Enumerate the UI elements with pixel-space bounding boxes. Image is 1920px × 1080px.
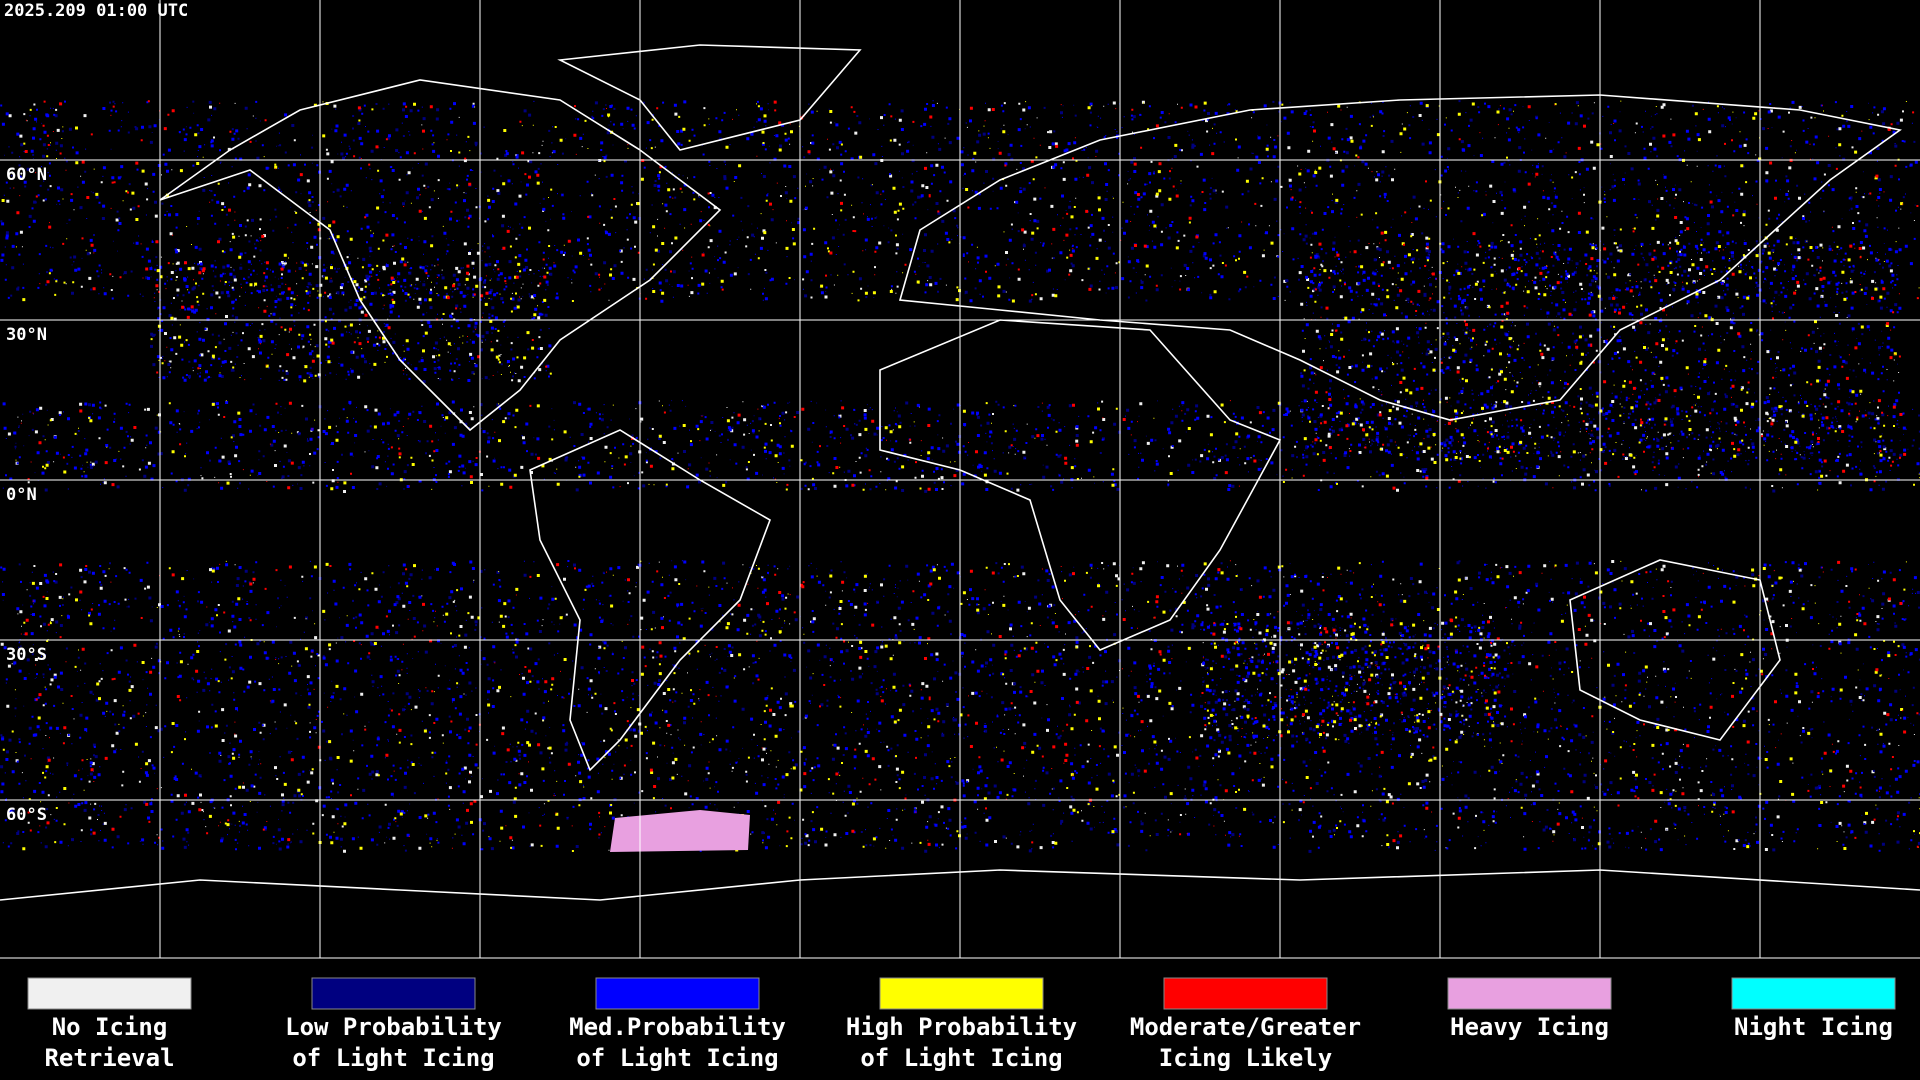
latitude-label: 30°S — [6, 645, 47, 665]
legend-swatch — [27, 977, 192, 1010]
legend-label: Moderate/Greater — [1130, 1013, 1361, 1041]
legend-swatch — [311, 977, 476, 1010]
legend-swatch — [1163, 977, 1328, 1010]
legend-label: Night Icing — [1734, 1013, 1893, 1041]
legend: No Icing Retrieval Low Probability of Light… — [27, 977, 1896, 1072]
legend-label: Med.Probability — [569, 1013, 786, 1041]
north-america — [159, 79, 722, 432]
latitude-label: 60°N — [6, 165, 47, 185]
icing-field — [0, 100, 1920, 853]
graticule: 60°N 30°N 0°N 30°S 60°S — [0, 0, 1920, 959]
legend-swatch — [595, 977, 760, 1010]
legend-label: No Icing — [52, 1013, 168, 1041]
legend-swatch — [1447, 977, 1612, 1010]
south-america — [529, 429, 771, 772]
legend-label: Retrieval — [44, 1044, 174, 1072]
legend-label: of Light Icing — [576, 1044, 778, 1072]
legend-label: Heavy Icing — [1450, 1013, 1609, 1041]
legend-label: of Light Icing — [292, 1044, 494, 1072]
legend-label: Low Probability — [285, 1013, 502, 1041]
eurasia — [898, 94, 1902, 421]
legend-label: of Light Icing — [860, 1044, 1062, 1072]
legend-swatch — [1731, 977, 1896, 1010]
latitude-label: 0°N — [6, 485, 37, 505]
latitude-label: 30°N — [6, 325, 47, 345]
legend-label: High Probability — [846, 1013, 1077, 1041]
heavy-icing-area — [610, 810, 750, 852]
latitude-label: 60°S — [6, 805, 47, 825]
australia — [1569, 559, 1781, 741]
legend-swatch — [879, 977, 1044, 1010]
timestamp: 2025.209 01:00 UTC — [4, 1, 188, 21]
legend-label: Icing Likely — [1159, 1044, 1332, 1072]
